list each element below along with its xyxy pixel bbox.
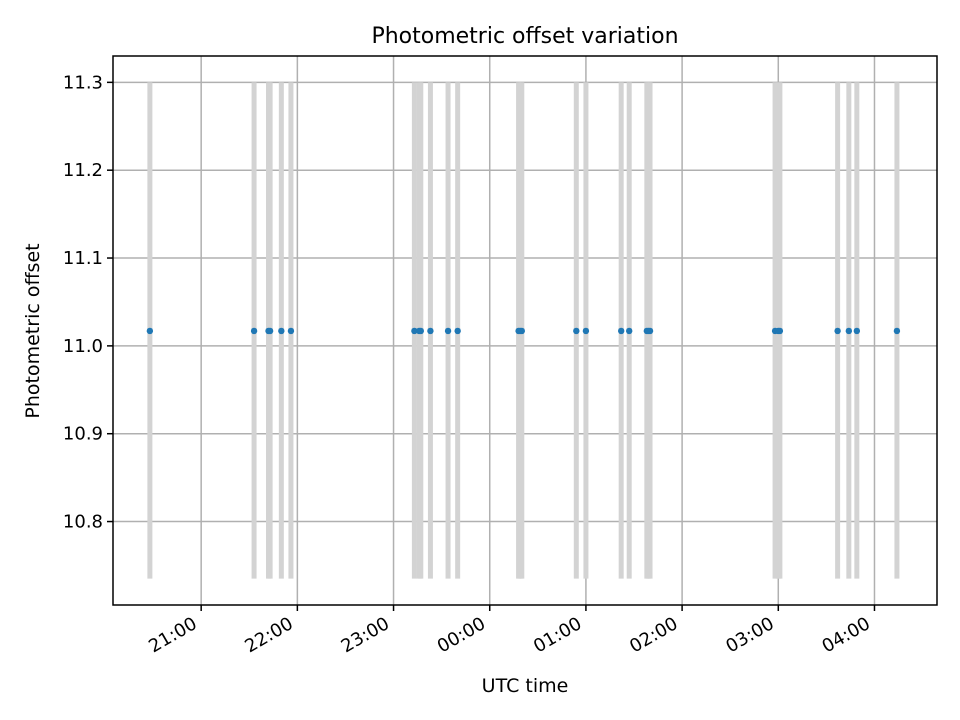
data-point	[617, 327, 625, 335]
data-point	[626, 327, 633, 335]
data-point	[518, 327, 525, 335]
data-point	[454, 327, 461, 335]
data-point	[287, 327, 295, 335]
data-point	[411, 327, 418, 335]
plot-frame	[112, 55, 938, 606]
x-axis-label: UTC time	[482, 675, 569, 697]
y-tick-label: 11.0	[63, 336, 103, 357]
data-point	[834, 327, 841, 335]
data-point	[444, 327, 452, 335]
data-point	[853, 327, 861, 335]
y-axis-label: Photometric offset	[22, 243, 44, 418]
data-point	[146, 327, 154, 335]
data-point	[278, 327, 285, 335]
data-point	[646, 327, 654, 335]
data-point	[893, 327, 901, 335]
data-point	[582, 327, 590, 335]
y-tick-label: 11.2	[63, 160, 103, 181]
y-tick-label: 11.3	[63, 72, 103, 93]
data-points	[146, 327, 901, 335]
y-tick-label: 11.1	[63, 248, 103, 269]
data-point	[250, 327, 258, 335]
chart-title: Photometric offset variation	[371, 24, 678, 49]
data-point	[776, 327, 784, 335]
data-point	[845, 327, 853, 335]
data-point	[427, 327, 434, 335]
data-point	[573, 327, 580, 335]
y-tick-label: 10.9	[63, 424, 103, 445]
data-point	[417, 327, 424, 335]
y-tick-label: 10.8	[63, 512, 103, 533]
data-point	[266, 327, 274, 335]
y-axis-ticks: 10.8 10.9 11.0 11.1 11.2 11.3	[63, 72, 113, 533]
